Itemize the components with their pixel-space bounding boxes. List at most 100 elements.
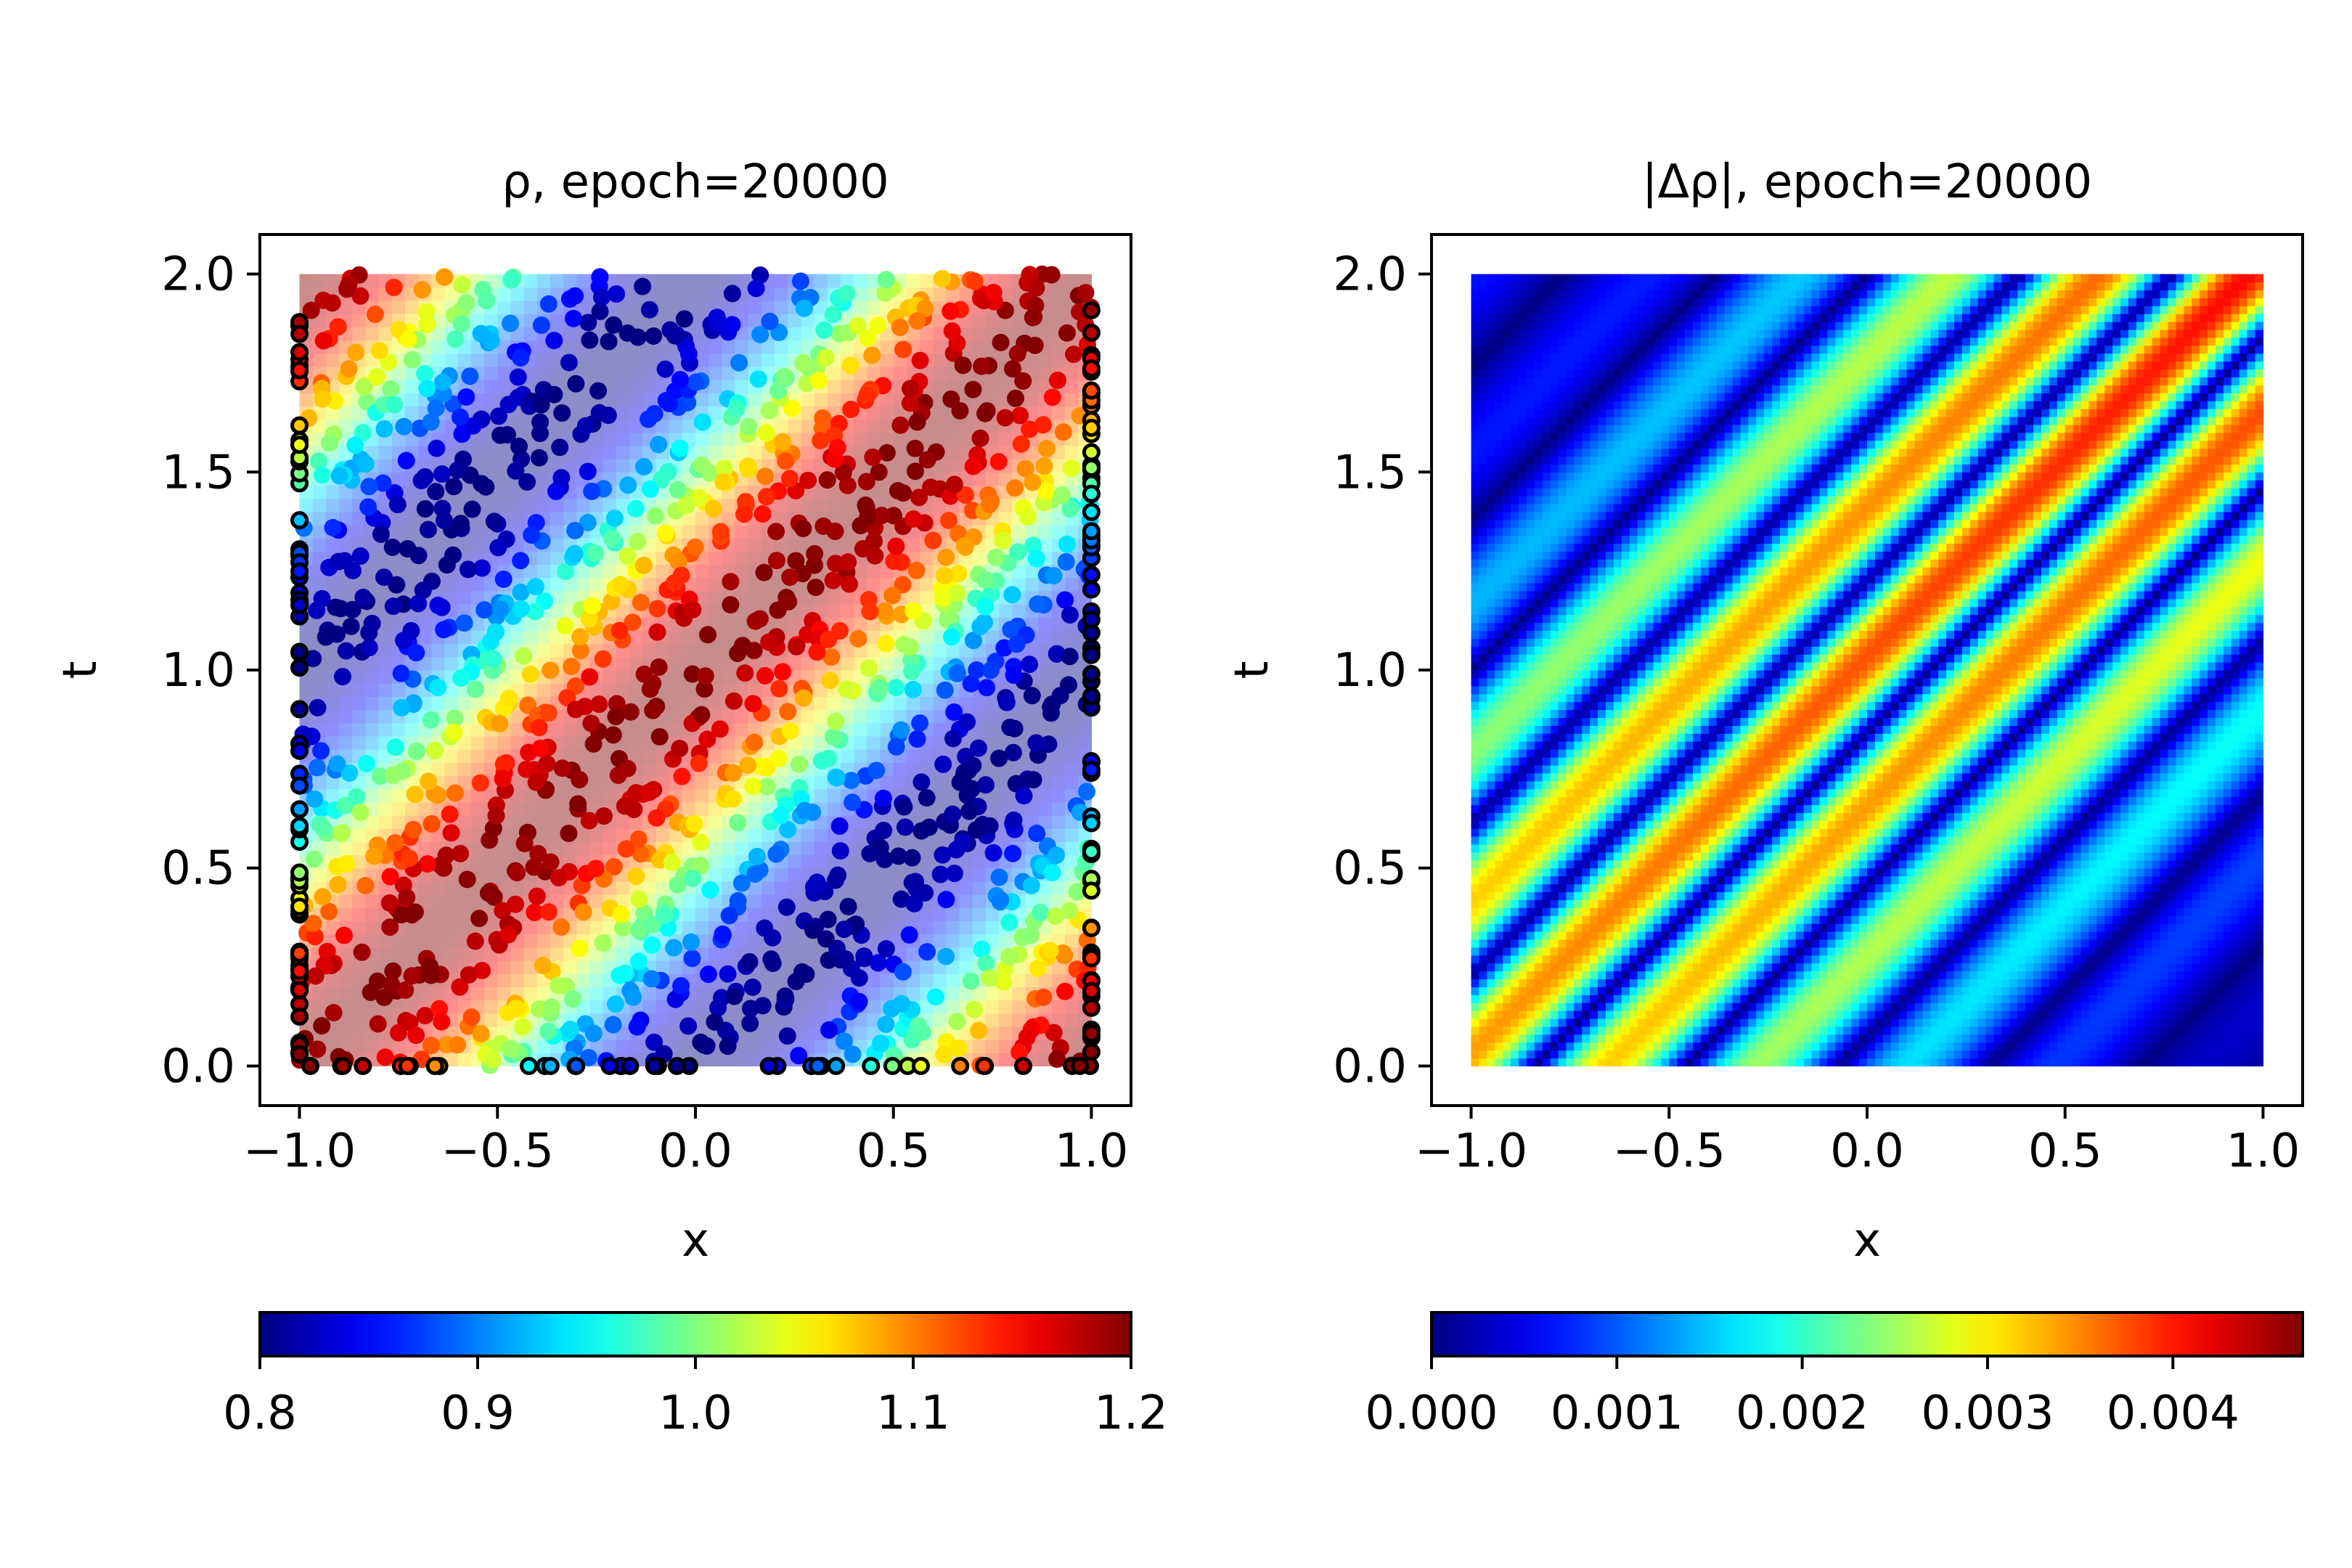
rho-interior-point bbox=[918, 789, 936, 807]
rho-field-cell bbox=[352, 920, 367, 935]
rho-field-cell bbox=[972, 709, 987, 724]
rho-interior-point bbox=[756, 666, 774, 685]
rho-field-cell bbox=[682, 287, 696, 301]
rho-field-cell bbox=[1065, 380, 1079, 393]
rho-field-cell bbox=[801, 735, 815, 750]
rho-interior-point bbox=[1023, 687, 1041, 705]
rho-interior-point bbox=[1008, 635, 1026, 653]
rho-interior-point bbox=[320, 624, 338, 642]
rho-field-cell bbox=[748, 406, 762, 420]
rho-interior-point bbox=[429, 596, 447, 614]
rho-interior-point bbox=[740, 460, 758, 478]
rho-field-cell bbox=[1038, 538, 1053, 552]
rho-interior-point bbox=[942, 302, 960, 320]
rho-field-cell bbox=[444, 696, 459, 711]
rho-field-cell bbox=[748, 815, 762, 829]
rho-field-cell bbox=[920, 762, 934, 777]
rho-field-cell bbox=[656, 274, 670, 288]
rho-field-cell bbox=[959, 696, 973, 711]
rho-field-cell bbox=[722, 432, 736, 446]
rho-field-cell bbox=[365, 722, 380, 737]
rho-field-cell bbox=[788, 1013, 802, 1027]
rho-field-cell bbox=[986, 987, 1000, 1001]
rho-field-cell bbox=[841, 538, 854, 552]
rho-field-cell bbox=[880, 366, 894, 380]
rho-field-cell bbox=[1012, 1000, 1026, 1014]
rho-field-cell bbox=[669, 643, 683, 658]
rho-interior-point bbox=[820, 1021, 838, 1039]
rho-field-cell bbox=[352, 511, 367, 526]
rho-field-cell bbox=[1038, 683, 1053, 697]
rho-interior-point bbox=[416, 1007, 434, 1025]
rho-field-cell bbox=[695, 1013, 709, 1027]
rho-interior-point bbox=[571, 771, 589, 789]
rho-interior-point bbox=[397, 452, 415, 470]
rho-field-cell bbox=[589, 353, 604, 367]
rho-field-cell bbox=[1051, 314, 1066, 327]
rho-field-cell bbox=[352, 854, 367, 869]
rho-field-cell bbox=[972, 894, 987, 908]
rho-field-cell bbox=[854, 274, 867, 288]
rho-field-cell bbox=[378, 643, 393, 658]
rho-field-cell bbox=[854, 617, 867, 632]
rho-field-cell bbox=[1025, 564, 1040, 579]
rho-interior-point bbox=[686, 538, 704, 556]
rho-field-cell bbox=[470, 432, 485, 446]
rho-field-cell bbox=[656, 419, 670, 433]
rho-field-cell bbox=[920, 590, 934, 605]
rho-field-cell bbox=[1012, 604, 1026, 618]
rho-interior-point bbox=[446, 784, 465, 802]
rho-interior-point bbox=[916, 883, 934, 902]
rho-field-cell bbox=[959, 604, 973, 618]
rho-field-cell bbox=[352, 696, 367, 711]
rho-interior-point bbox=[714, 926, 732, 944]
rho-field-cell bbox=[854, 419, 867, 433]
rho-field-cell bbox=[405, 1000, 419, 1014]
rho-field-cell bbox=[603, 353, 617, 367]
rho-field-cell bbox=[880, 907, 894, 922]
rho-field-cell bbox=[788, 934, 802, 948]
rho-field-cell bbox=[339, 538, 353, 552]
rho-interior-point bbox=[603, 529, 621, 547]
rho-field-cell bbox=[827, 696, 841, 711]
rho-field-cell bbox=[1038, 630, 1053, 645]
rho-interior-point bbox=[795, 299, 813, 317]
rho-field-cell bbox=[788, 419, 802, 433]
rho-field-cell bbox=[801, 1013, 815, 1027]
rho-interior-point bbox=[975, 613, 993, 632]
rho-interior-point bbox=[713, 989, 731, 1007]
rho-interior-point bbox=[976, 597, 995, 616]
rho-interior-point bbox=[709, 313, 727, 331]
rho-field-cell bbox=[801, 828, 815, 842]
rho-field-cell bbox=[365, 1040, 380, 1053]
rho-field-cell bbox=[656, 960, 670, 974]
rho-field-cell bbox=[391, 934, 406, 948]
rho-field-cell bbox=[814, 709, 828, 724]
rho-field-cell bbox=[589, 828, 604, 842]
rho-interior-point bbox=[619, 476, 637, 494]
rho-field-cell bbox=[312, 775, 327, 790]
rho-interior-point bbox=[618, 547, 637, 565]
rho-field-cell bbox=[523, 300, 538, 314]
rho-field-cell bbox=[906, 327, 920, 341]
rho-field-cell bbox=[709, 590, 722, 605]
rho-interior-point bbox=[834, 463, 852, 481]
rho-interior-point bbox=[767, 845, 785, 863]
rho-interior-point bbox=[715, 460, 733, 478]
rho-interior-point bbox=[611, 621, 629, 640]
rho-interior-point bbox=[1005, 811, 1023, 829]
rho-field-cell bbox=[497, 300, 512, 314]
rho-interior-point bbox=[1054, 423, 1072, 441]
rho-field-cell bbox=[748, 538, 762, 552]
rho-interior-point bbox=[571, 628, 589, 646]
rho-field-cell bbox=[431, 907, 446, 922]
rho-field-cell bbox=[695, 643, 709, 658]
rho-field-cell bbox=[603, 841, 617, 856]
rho-field-cell bbox=[893, 366, 907, 380]
rho-interior-point bbox=[683, 950, 701, 968]
rho-field-cell bbox=[959, 907, 973, 922]
rho-field-cell bbox=[470, 749, 485, 763]
rho-field-cell bbox=[827, 538, 841, 552]
rho-interior-point bbox=[711, 523, 730, 541]
rho-field-cell bbox=[695, 300, 709, 314]
